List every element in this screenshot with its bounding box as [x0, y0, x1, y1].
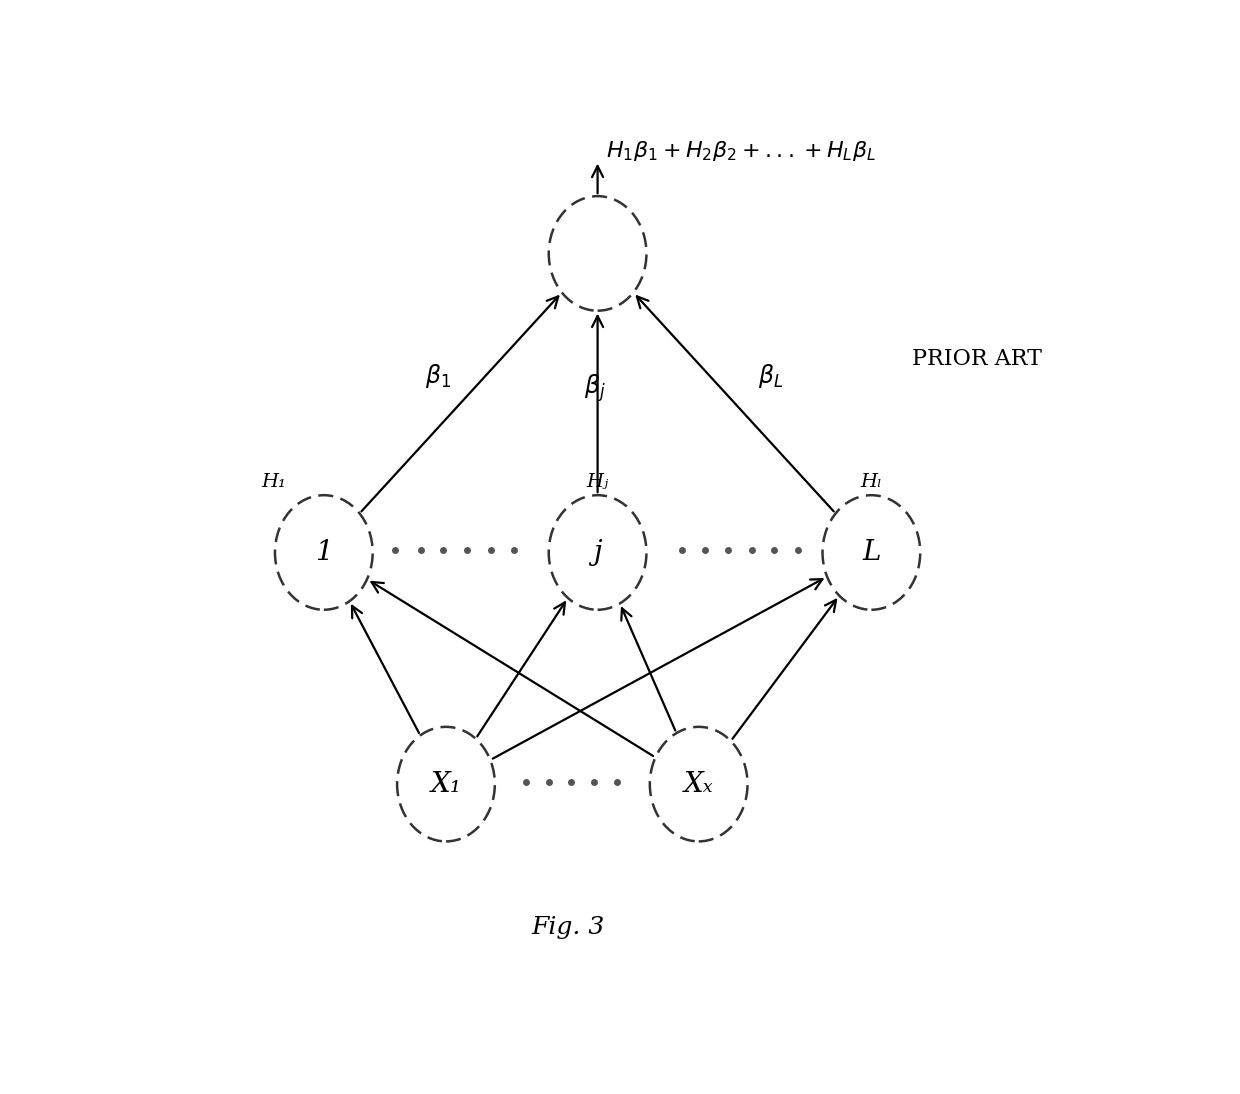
Ellipse shape — [397, 726, 495, 841]
Text: $\beta_1$: $\beta_1$ — [424, 362, 450, 389]
Ellipse shape — [549, 196, 646, 311]
Ellipse shape — [650, 726, 748, 841]
Text: L: L — [862, 539, 880, 566]
Text: $\beta_j$: $\beta_j$ — [584, 372, 606, 404]
Text: $\beta_L$: $\beta_L$ — [758, 362, 782, 389]
Ellipse shape — [822, 496, 920, 609]
Ellipse shape — [549, 496, 646, 609]
Text: $H_1\beta_1+H_2\beta_2+...+H_L\beta_L$: $H_1\beta_1+H_2\beta_2+...+H_L\beta_L$ — [606, 139, 875, 163]
Text: X₁: X₁ — [430, 770, 461, 798]
Text: Hₗ: Hₗ — [861, 473, 882, 491]
Text: j: j — [593, 539, 601, 566]
Text: H₁: H₁ — [260, 473, 285, 491]
Text: 1: 1 — [315, 539, 332, 566]
Text: Fig. 3: Fig. 3 — [532, 916, 605, 939]
Text: PRIOR ART: PRIOR ART — [911, 348, 1042, 370]
Text: Xₓ: Xₓ — [684, 770, 713, 798]
Ellipse shape — [275, 496, 373, 609]
Text: Hⱼ: Hⱼ — [587, 473, 609, 491]
